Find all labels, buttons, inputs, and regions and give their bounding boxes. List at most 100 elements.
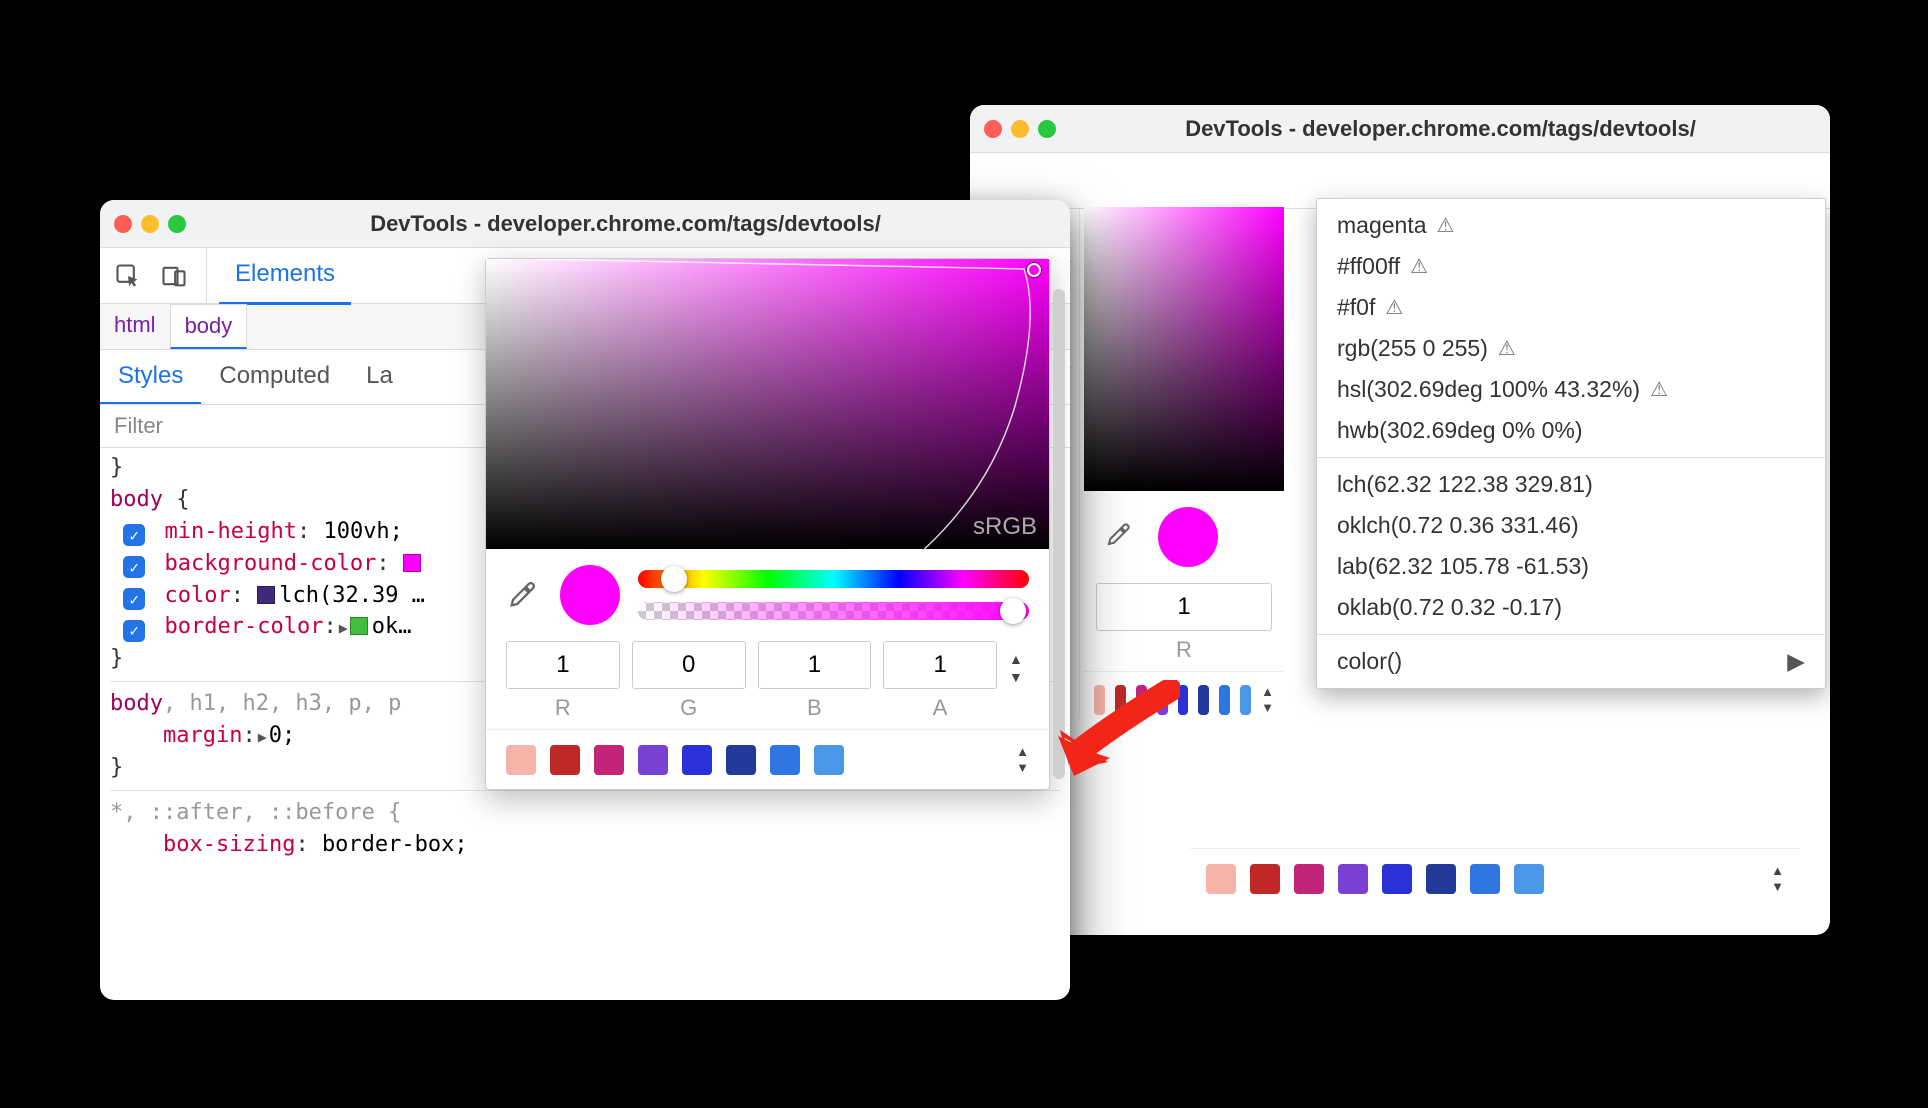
palette-swatch[interactable] [682,745,712,775]
chevron-right-icon: ▶ [1787,648,1805,675]
tab-computed[interactable]: Computed [201,350,348,404]
crumb-html[interactable]: html [100,304,170,349]
css-val[interactable]: ok… [372,614,412,639]
color-swatch-icon[interactable] [403,554,421,572]
expand-icon[interactable]: ▶ [339,618,348,640]
palette-swatch[interactable] [1206,864,1236,894]
minimize-traffic-light[interactable] [1011,120,1029,138]
menu-separator [1317,457,1825,458]
css-prop[interactable]: background-color [165,551,377,576]
css-prop[interactable]: min-height [165,519,297,544]
format-option[interactable]: rgb(255 0 255)⚠ [1317,328,1825,369]
css-val[interactable]: lch(32.39 … [279,583,425,608]
format-switcher[interactable]: ▲▼ [1009,641,1029,685]
eyedropper-icon[interactable] [506,577,542,613]
rule-checkbox[interactable]: ✓ [123,524,145,546]
channel-a-input[interactable] [883,641,997,689]
color-format-menu: magenta⚠ #ff00ff⚠ #f0f⚠ rgb(255 0 255)⚠ … [1316,198,1826,689]
format-submenu[interactable]: color()▶ [1317,641,1825,682]
colorspace-label: sRGB [973,513,1037,541]
close-traffic-light[interactable] [114,215,132,233]
format-option[interactable]: hwb(302.69deg 0% 0%) [1317,410,1825,451]
tab-elements[interactable]: Elements [219,246,351,305]
current-color-swatch [560,565,620,625]
css-val[interactable]: 100vh; [323,519,402,544]
css-prop[interactable]: color [165,583,231,608]
palette-swatch[interactable] [1294,864,1324,894]
palette-switcher[interactable]: ▲▼ [1771,863,1784,894]
titlebar: DevTools - developer.chrome.com/tags/dev… [100,200,1070,248]
inspect-icon[interactable] [108,256,148,296]
palette-swatch[interactable] [594,745,624,775]
format-option[interactable]: magenta⚠ [1317,205,1825,246]
palette-switcher[interactable]: ▲▼ [1261,684,1274,715]
warning-icon: ⚠ [1437,213,1455,238]
swatch-palette: ▲▼ [486,729,1049,789]
css-prop[interactable]: border-color [165,614,324,639]
palette-swatch[interactable] [1514,864,1544,894]
hue-slider[interactable] [638,570,1029,588]
selector: body [110,487,163,512]
color-spectrum[interactable] [1084,207,1284,491]
minimize-traffic-light[interactable] [141,215,159,233]
zoom-traffic-light[interactable] [168,215,186,233]
warning-icon: ⚠ [1410,254,1428,279]
format-option[interactable]: oklab(0.72 0.32 -0.17) [1317,587,1825,628]
format-option[interactable]: lab(62.32 105.78 -61.53) [1317,546,1825,587]
color-swatch-icon[interactable] [350,617,368,635]
close-traffic-light[interactable] [984,120,1002,138]
slider-thumb[interactable] [1000,598,1026,624]
channel-label: G [632,695,746,721]
palette-swatch[interactable] [1426,864,1456,894]
palette-swatch[interactable] [1240,685,1251,715]
palette-swatch[interactable] [1338,864,1368,894]
channel-inputs: R G B A ▲▼ [486,641,1049,729]
format-option[interactable]: oklch(0.72 0.36 331.46) [1317,505,1825,546]
palette-swatch[interactable] [638,745,668,775]
gamut-line [536,259,1030,549]
color-picker: sRGB R G B A ▲▼ ▲▼ [485,258,1050,790]
css-prop[interactable]: margin [163,723,242,748]
palette-swatch[interactable] [1382,864,1412,894]
alpha-slider[interactable] [638,602,1029,620]
palette-swatch[interactable] [1470,864,1500,894]
palette-swatch[interactable] [1198,685,1209,715]
rule-checkbox[interactable]: ✓ [123,588,145,610]
palette-swatch[interactable] [770,745,800,775]
palette-swatch[interactable] [550,745,580,775]
palette-swatch[interactable] [1219,685,1230,715]
palette-swatch[interactable] [814,745,844,775]
css-prop[interactable]: box-sizing [163,832,295,857]
annotation-arrow [1050,680,1180,790]
eyedropper-icon[interactable] [1104,519,1140,555]
spectrum-cursor[interactable] [1027,263,1041,277]
rule-checkbox[interactable]: ✓ [123,620,145,642]
crumb-body[interactable]: body [170,304,248,349]
palette-switcher[interactable]: ▲▼ [1016,744,1029,775]
slider-thumb[interactable] [661,566,687,592]
palette-swatch[interactable] [1250,864,1280,894]
palette-swatch[interactable] [506,745,536,775]
channel-g-input[interactable] [632,641,746,689]
device-toggle-icon[interactable] [154,256,194,296]
channel-b-input[interactable] [758,641,872,689]
channel-input[interactable] [1096,583,1272,631]
css-val[interactable]: border-box; [322,832,468,857]
warning-icon: ⚠ [1498,336,1516,361]
zoom-traffic-light[interactable] [1038,120,1056,138]
menu-separator [1317,634,1825,635]
palette-swatch[interactable] [726,745,756,775]
channel-r-input[interactable] [506,641,620,689]
expand-icon[interactable]: ▶ [258,727,267,749]
channel-label: R [506,695,620,721]
format-option[interactable]: hsl(302.69deg 100% 43.32%)⚠ [1317,369,1825,410]
tab-layout[interactable]: La [348,350,411,404]
css-val[interactable]: 0; [269,723,296,748]
color-swatch-icon[interactable] [257,586,275,604]
color-spectrum[interactable]: sRGB [486,259,1049,549]
format-option[interactable]: #ff00ff⚠ [1317,246,1825,287]
format-option[interactable]: #f0f⚠ [1317,287,1825,328]
tab-styles[interactable]: Styles [100,350,201,404]
rule-checkbox[interactable]: ✓ [123,556,145,578]
format-option[interactable]: lch(62.32 122.38 329.81) [1317,464,1825,505]
